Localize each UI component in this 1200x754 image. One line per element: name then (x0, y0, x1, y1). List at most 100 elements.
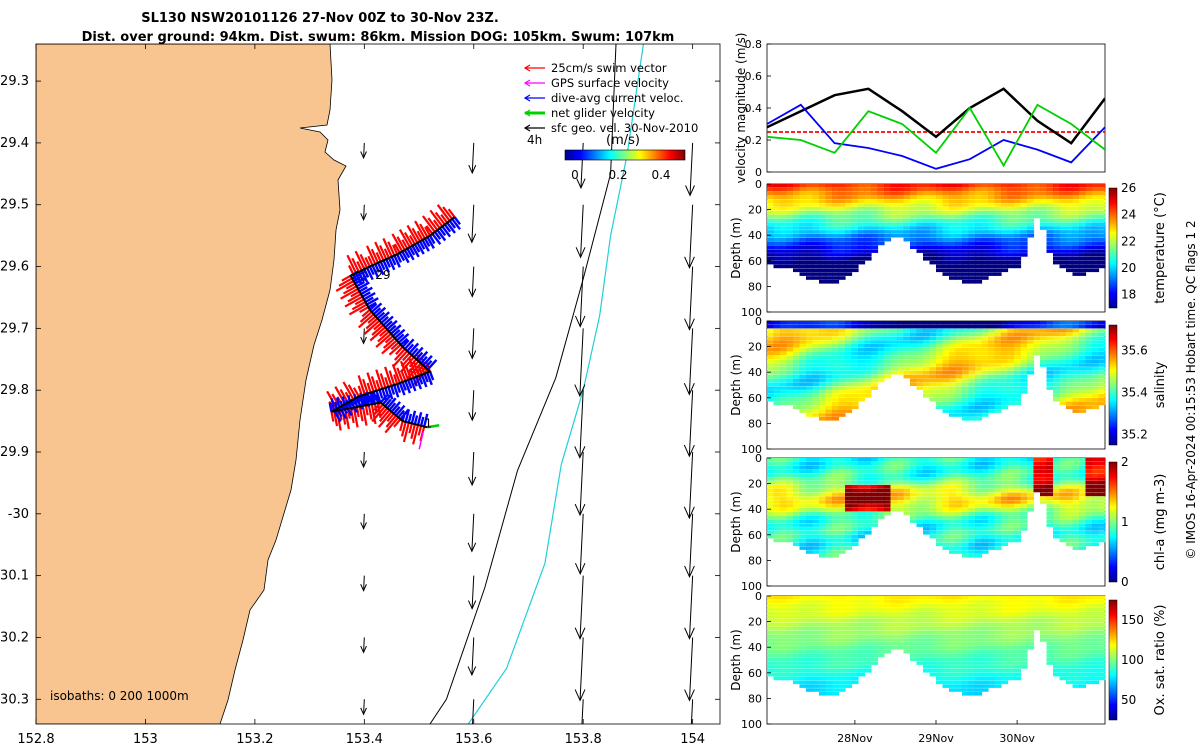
section-depth-label: 0 (755, 315, 762, 328)
geo-velocity-arrow (360, 699, 367, 716)
section-depth-label: 40 (748, 503, 762, 516)
geo-velocity-arrow (574, 513, 586, 576)
coastline-land (36, 44, 347, 724)
geo-velocity-arrow (684, 513, 695, 579)
section-colorbar-label: Ox. sat. ratio (%) (1153, 605, 1168, 716)
velocity-series-sfc-geo (767, 87, 1105, 145)
section-depth-label: 100 (741, 443, 762, 456)
section-colorbar (1108, 599, 1118, 721)
geo-velocity-arrow (574, 637, 586, 702)
map-ytick-label: 30.3 (0, 692, 29, 707)
geo-velocity-arrow (683, 390, 695, 458)
map-xtick-label: 153.4 (346, 732, 383, 747)
glider-track-line (331, 216, 456, 429)
map-ytick-label: 29.6 (0, 260, 29, 275)
legend-label: 25cm/s swim vector (551, 61, 667, 75)
section-depth-label: 0 (755, 452, 762, 465)
velocity-ytick-label: 0.6 (745, 70, 763, 83)
velocity-ytick-label: 0 (755, 166, 762, 179)
map-xtick-label: 153 (133, 732, 158, 747)
section-colorbar (1108, 324, 1118, 446)
map-ytick-label: 29.7 (0, 321, 29, 336)
colorbar-tick-1: 0.2 (608, 168, 627, 182)
section-depth-label: 20 (748, 616, 762, 629)
section-colorbar-tick: 150 (1121, 613, 1144, 627)
section-depth-label: 60 (748, 392, 762, 405)
section-colorbar-tick: 35.6 (1121, 343, 1148, 357)
section-cells (767, 596, 1106, 696)
section-colorbar-tick: 22 (1121, 234, 1136, 248)
section-depth-label: 100 (741, 306, 762, 319)
geo-velocity-arrow (684, 575, 695, 640)
section-colorbar-label: temperature (°C) (1153, 192, 1168, 304)
geo-velocity-arrow (467, 513, 477, 553)
legend-item-swim: 25cm/s swim vector (523, 61, 667, 75)
map-ytick-label: 29.4 (0, 136, 29, 151)
geo-velocity-arrow (684, 637, 695, 702)
section-depth-label: 100 (741, 718, 762, 731)
geo-velocity-arrow (360, 513, 367, 531)
map-xtick-label: 153.6 (455, 732, 492, 747)
map-ytick-label: 29.3 (0, 74, 29, 89)
geo-velocity-arrow (360, 575, 367, 592)
geo-velocity-arrow (468, 266, 477, 298)
section-oxygen: 0 20 40 60 80 100 Depth (m) 50 100 150 Ox. sat. ra… (729, 590, 1168, 745)
geo-velocity-arrow (574, 328, 586, 398)
geo-velocity-arrow (574, 266, 586, 328)
geo-velocity-arrow (575, 204, 586, 259)
map-ytick-label: -30 (8, 507, 29, 522)
geo-velocity-arrow (574, 390, 586, 459)
legend-item-gps: GPS surface velocity (523, 76, 669, 90)
geo-velocity-arrow (468, 142, 477, 175)
section-colorbar-tick: 100 (1121, 653, 1144, 667)
section-depth-label: 80 (748, 280, 762, 293)
section-cells (767, 184, 1106, 284)
map-panel: 29 1 152.8 153 153.2 153.4 153.6 153.8 154 29.3 2… (0, 43, 721, 747)
section-depth-label: 40 (748, 641, 762, 654)
velocity-ytick-label: 0.8 (745, 38, 763, 51)
velocity-ytick-label: 0.2 (745, 134, 763, 147)
section-cells (767, 321, 1106, 421)
geo-velocity-vectors (360, 142, 695, 724)
geo-velocity-arrow (574, 575, 586, 640)
colorbar-tick-0: 0 (571, 168, 579, 182)
section-ylabel: Depth (m) (729, 217, 743, 278)
section-colorbar-tick: 18 (1121, 288, 1136, 302)
section-colorbar-tick: 35.2 (1121, 427, 1148, 441)
track-label: 1 (425, 416, 433, 430)
section-cells (767, 458, 1106, 558)
section-colorbar-tick: 2 (1121, 455, 1129, 469)
track-label: 29 (375, 268, 390, 282)
section-depth-label: 80 (748, 692, 762, 705)
map-xtick-label: 153.2 (236, 732, 273, 747)
section-depth-label: 20 (748, 478, 762, 491)
geo-velocity-arrow (685, 142, 695, 197)
velocity-series-net-glider (767, 103, 1105, 168)
map-ytick-label: 30.1 (0, 569, 29, 584)
geo-velocity-arrow (468, 575, 477, 610)
map-ytick-label: 30.2 (0, 630, 29, 645)
geo-velocity-arrow (472, 699, 475, 724)
geo-velocity-arrow (683, 451, 695, 520)
map-xtick-label: 154 (680, 732, 705, 747)
map-ytick-label: 29.9 (0, 445, 29, 460)
legend-item-net: net glider velocity (523, 106, 655, 120)
map-xtick-label: 153.8 (565, 732, 602, 747)
section-chla: 0 20 40 60 80 100 Depth (m) 0 1 2 chl-a (mg m-3) (729, 452, 1168, 593)
section-ylabel: Depth (m) (729, 354, 743, 415)
map-ytick-label: 29.5 (0, 198, 29, 213)
velocity-ylabel: velocity magnitude (m/s) (734, 33, 748, 184)
section-depth-label: 40 (748, 366, 762, 379)
geo-velocity-arrow (360, 451, 367, 469)
isobath-200m (429, 44, 617, 724)
geo-velocity-arrow (360, 142, 367, 160)
title-line-2: Dist. over ground: 94km. Dist. swum: 86k… (82, 30, 675, 45)
section-time-label: 29Nov (918, 732, 954, 745)
section-colorbar-tick: 0 (1121, 575, 1129, 589)
section-colorbar-tick: 35.4 (1121, 385, 1148, 399)
time-step-label: 4h (527, 133, 542, 147)
geo-velocity-arrow (467, 204, 477, 244)
glider-track: 29 1 (326, 204, 461, 450)
colorbar-tick-2: 0.4 (651, 168, 670, 182)
